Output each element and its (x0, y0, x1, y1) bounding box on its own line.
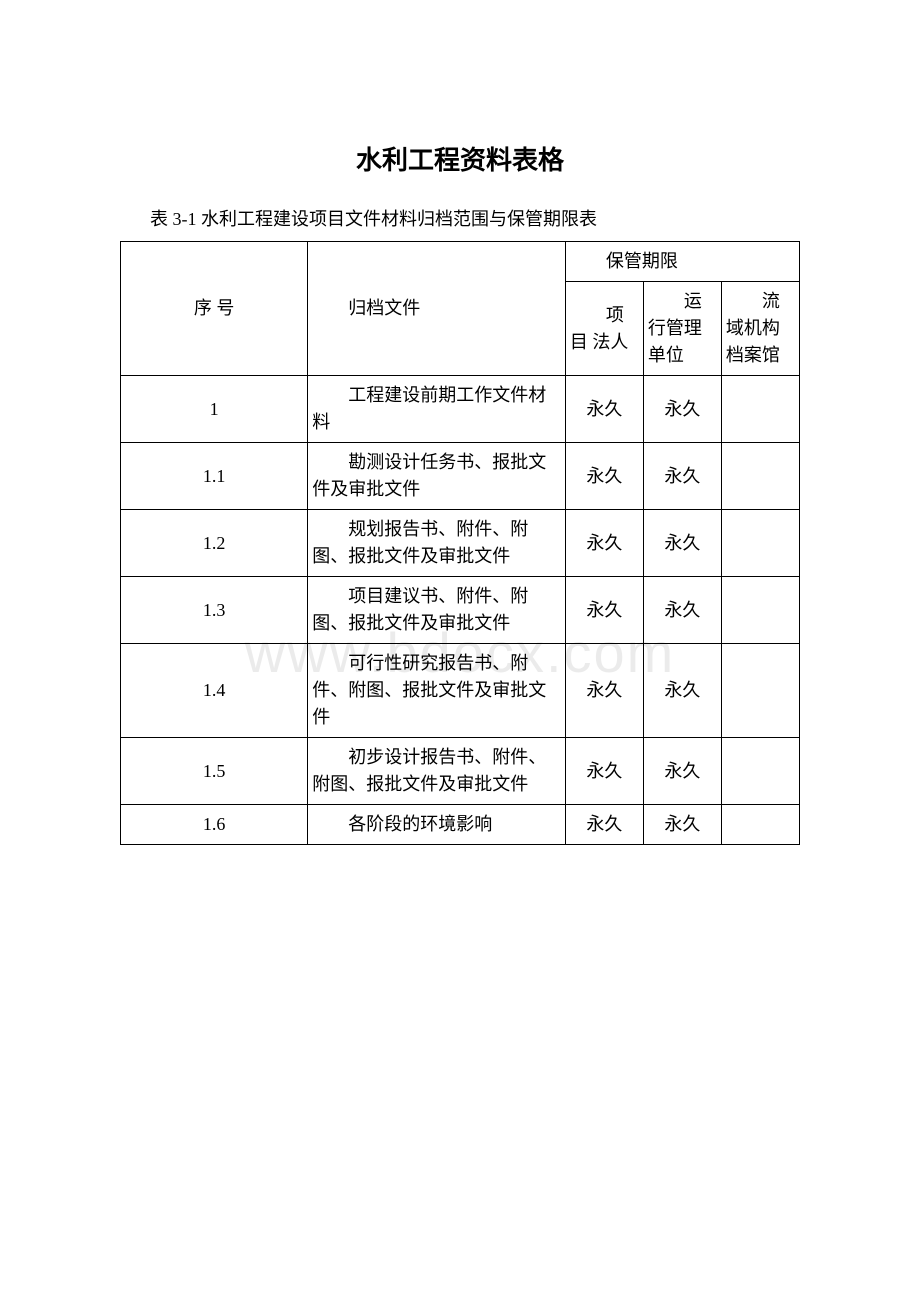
cell-c1: 永久 (565, 577, 643, 644)
cell-file-text: 项目建议书、附件、附图、报批文件及审批文件 (312, 583, 561, 637)
cell-c1: 永久 (565, 644, 643, 738)
table-header-row-1: 序 号 归档文件 保管期限 (121, 242, 800, 282)
cell-c3 (721, 443, 799, 510)
cell-c1: 永久 (565, 805, 643, 845)
table-row: 1.6 各阶段的环境影响 永久 永久 (121, 805, 800, 845)
cell-c2: 永久 (643, 510, 721, 577)
header-sub1: 项目 法人 (565, 282, 643, 376)
cell-c3 (721, 644, 799, 738)
header-file: 归档文件 (308, 242, 566, 376)
cell-c1: 永久 (565, 376, 643, 443)
cell-seq: 1.4 (121, 644, 308, 738)
cell-seq: 1 (121, 376, 308, 443)
table-row: 1.1 勘测设计任务书、报批文件及审批文件 永久 永久 (121, 443, 800, 510)
page-title: 水利工程资料表格 (120, 140, 800, 177)
header-sub3: 流域机构档案馆 (721, 282, 799, 376)
header-sub2: 运行管理 单位 (643, 282, 721, 376)
cell-seq: 1.2 (121, 510, 308, 577)
cell-file: 工程建设前期工作文件材料 (308, 376, 566, 443)
cell-file: 可行性研究报告书、附件、附图、报批文件及审批文件 (308, 644, 566, 738)
table-caption: 表 3-1 水利工程建设项目文件材料归档范围与保管期限表 (120, 205, 800, 231)
cell-file-text: 可行性研究报告书、附件、附图、报批文件及审批文件 (312, 650, 561, 731)
cell-seq: 1.3 (121, 577, 308, 644)
cell-file-text: 勘测设计任务书、报批文件及审批文件 (312, 449, 561, 503)
cell-file: 项目建议书、附件、附图、报批文件及审批文件 (308, 577, 566, 644)
cell-seq: 1.6 (121, 805, 308, 845)
cell-c2: 永久 (643, 738, 721, 805)
cell-c3 (721, 577, 799, 644)
table-row: 1.5 初步设计报告书、附件、附图、报批文件及审批文件 永久 永久 (121, 738, 800, 805)
cell-file-text: 规划报告书、附件、附图、报批文件及审批文件 (312, 516, 561, 570)
cell-c1: 永久 (565, 443, 643, 510)
cell-c3 (721, 738, 799, 805)
cell-c2: 永久 (643, 577, 721, 644)
table-row: 1.3 项目建议书、附件、附图、报批文件及审批文件 永久 永久 (121, 577, 800, 644)
table-row: 1.2 规划报告书、附件、附图、报批文件及审批文件 永久 永久 (121, 510, 800, 577)
cell-file-text: 各阶段的环境影响 (312, 811, 561, 838)
table-row: 1 工程建设前期工作文件材料 永久 永久 (121, 376, 800, 443)
table-row: 1.4 可行性研究报告书、附件、附图、报批文件及审批文件 永久 永久 (121, 644, 800, 738)
cell-file-text: 工程建设前期工作文件材料 (312, 382, 561, 436)
cell-file: 勘测设计任务书、报批文件及审批文件 (308, 443, 566, 510)
cell-c2: 永久 (643, 805, 721, 845)
cell-seq: 1.1 (121, 443, 308, 510)
cell-c3 (721, 510, 799, 577)
header-period: 保管期限 (565, 242, 799, 282)
cell-file: 规划报告书、附件、附图、报批文件及审批文件 (308, 510, 566, 577)
cell-seq: 1.5 (121, 738, 308, 805)
cell-file: 各阶段的环境影响 (308, 805, 566, 845)
cell-c1: 永久 (565, 738, 643, 805)
cell-c2: 永久 (643, 376, 721, 443)
cell-c2: 永久 (643, 443, 721, 510)
cell-c3 (721, 805, 799, 845)
document-page: 水利工程资料表格 表 3-1 水利工程建设项目文件材料归档范围与保管期限表 序 … (0, 0, 920, 905)
cell-c1: 永久 (565, 510, 643, 577)
archive-table: 序 号 归档文件 保管期限 项目 法人 运行管理 单位 流域机构档案馆 1 工程… (120, 241, 800, 845)
cell-file-text: 初步设计报告书、附件、附图、报批文件及审批文件 (312, 744, 561, 798)
cell-c2: 永久 (643, 644, 721, 738)
header-file-text: 归档文件 (312, 295, 561, 322)
cell-file: 初步设计报告书、附件、附图、报批文件及审批文件 (308, 738, 566, 805)
cell-c3 (721, 376, 799, 443)
header-seq: 序 号 (121, 242, 308, 376)
